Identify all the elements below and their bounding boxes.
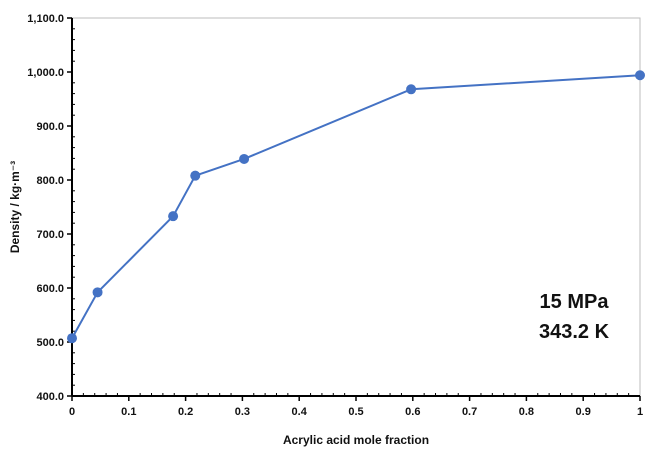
- y-tick-label: 1,100.0: [27, 13, 64, 25]
- data-point: [635, 70, 645, 81]
- x-tick-label: 0.7: [462, 406, 477, 418]
- x-tick-label: 0.9: [576, 406, 591, 418]
- series-layer: [67, 70, 645, 344]
- data-point: [239, 153, 250, 164]
- y-tick-label: 1,000.0: [27, 67, 64, 79]
- ticks-layer: 400.0 500.0 600.0 700.0 800.0 900.0 1,000.0 1,1…: [27, 13, 643, 418]
- data-point: [67, 333, 77, 344]
- annotation-temperature: 343.2 K: [539, 321, 610, 343]
- x-tick-label: 0.4: [292, 406, 308, 418]
- annotation-pressure: 15 MPa: [540, 291, 610, 313]
- y-tick-label: 500.0: [36, 337, 64, 349]
- data-point: [406, 84, 417, 95]
- x-axis-title: Acrylic acid mole fraction: [283, 433, 429, 447]
- y-axis-title: Density / kg·m⁻³: [8, 161, 22, 253]
- x-tick-label: 0.5: [348, 406, 363, 418]
- data-point: [92, 287, 103, 298]
- y-tick-label: 600.0: [36, 283, 64, 295]
- x-tick-label: 0.3: [235, 406, 250, 418]
- data-point: [168, 211, 179, 222]
- y-tick-label: 700.0: [36, 229, 64, 241]
- x-tick-label: 0.1: [121, 406, 136, 418]
- y-tick-label: 900.0: [36, 121, 64, 133]
- y-tick-label: 400.0: [36, 391, 64, 403]
- x-tick-label: 0: [69, 406, 75, 418]
- x-tick-label: 0.2: [178, 406, 193, 418]
- x-tick-label: 0.6: [405, 406, 420, 418]
- x-tick-label: 0.8: [519, 406, 534, 418]
- data-point: [190, 170, 201, 181]
- x-tick-label: 1: [637, 406, 643, 418]
- y-tick-label: 800.0: [36, 175, 64, 187]
